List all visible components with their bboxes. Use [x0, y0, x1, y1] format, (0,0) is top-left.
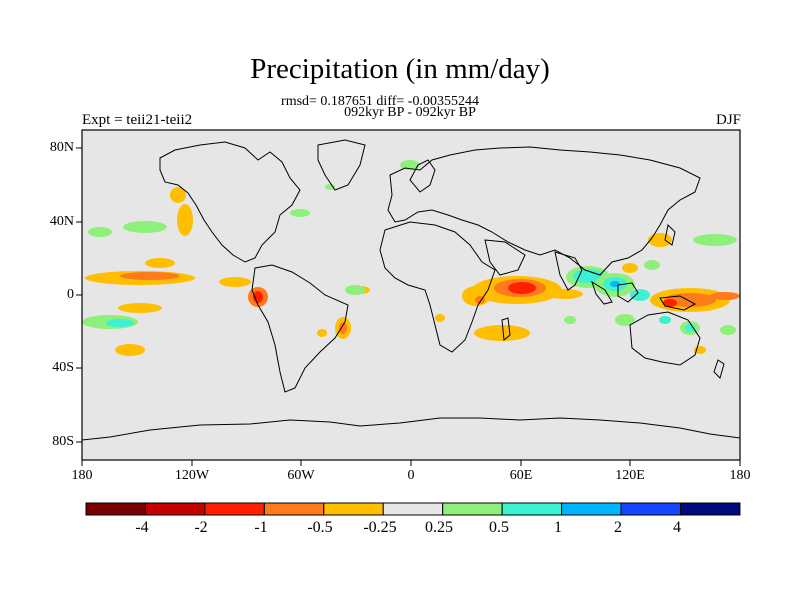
stats-subtitle: rmsd= 0.187651 diff= -0.00355244 [281, 94, 479, 109]
x-tick-label: 0 [407, 468, 415, 483]
y-tick-label: 40S [52, 360, 74, 375]
legend-boxes [85, 502, 741, 516]
anomaly-patch [88, 227, 112, 237]
legend-label: 1 [554, 519, 562, 536]
map-title: Precipitation (in mm/day) [250, 53, 550, 85]
coastline-africa [379, 221, 496, 353]
x-tick-label: 120E [615, 468, 645, 483]
anomaly-patch [219, 277, 251, 287]
coastline-india [554, 251, 583, 291]
anomaly-patch [615, 314, 635, 326]
y-tick-label: 0 [67, 287, 74, 302]
anomaly-patch [644, 260, 660, 270]
legend-color-box [561, 502, 622, 516]
y-tick-label: 80N [49, 140, 74, 155]
coastline-new-guinea [659, 295, 697, 311]
legend-color-box [263, 502, 325, 516]
coastline-new-zealand [713, 359, 725, 379]
anomaly-patch [564, 316, 576, 324]
x-tick-label: 120W [174, 468, 210, 483]
legend-label: 4 [673, 519, 681, 536]
legend-color-box [323, 502, 384, 516]
legend-color-box [680, 502, 741, 516]
anomaly-patch [145, 258, 175, 268]
anomaly-patch [663, 299, 677, 307]
y-tick-label: 40N [49, 214, 74, 229]
anomaly-patch [317, 329, 327, 337]
anomaly-patch [339, 322, 347, 334]
legend-color-box [620, 502, 681, 516]
period-subtitle: 092kyr BP - 092kyr BP [344, 105, 476, 120]
x-tick-label: 60W [287, 468, 315, 483]
anomaly-patch [693, 234, 737, 246]
legend-color-box [85, 502, 146, 516]
coastline-sumatra [591, 280, 613, 305]
y-tick-label: 80S [52, 434, 74, 449]
legend-color-box [442, 502, 503, 516]
legend-label: -1 [254, 519, 268, 536]
anomaly-patch [290, 209, 310, 217]
legend-label: 2 [614, 519, 622, 536]
legend-label: -4 [135, 519, 149, 536]
anomaly-patch [508, 282, 536, 294]
x-tick-label: 180 [729, 468, 751, 483]
anomaly-patch [106, 319, 134, 327]
legend-color-box [382, 502, 444, 516]
season-label: DJF [715, 112, 741, 128]
coastline-arabia [484, 239, 526, 276]
coastline-eurasia [387, 146, 701, 276]
coastline-greenland [317, 139, 366, 191]
legend-label: -0.25 [363, 519, 397, 536]
x-tick-label: 60E [509, 468, 533, 483]
anomaly-patch [177, 204, 193, 236]
anomaly-patch [345, 285, 365, 295]
anomaly-patch [170, 187, 186, 203]
experiment-label: Expt = teii21-teii2 [82, 112, 193, 128]
legend-color-box [204, 502, 265, 516]
legend-color-box [501, 502, 563, 516]
anomaly-patch [622, 263, 638, 273]
coastline-australia [629, 311, 701, 366]
anomaly-patch [123, 221, 167, 233]
axis-ticks [76, 147, 741, 466]
coastline-japan [664, 223, 676, 246]
legend-label: -2 [194, 519, 208, 536]
anomaly-patch [118, 303, 162, 313]
anomaly-patch [659, 316, 671, 324]
x-tick-label: 180 [71, 468, 93, 483]
anomaly-patch [474, 325, 530, 341]
anomaly-patch [547, 289, 583, 299]
anomaly-patch [120, 272, 180, 280]
coastline-borneo [617, 282, 639, 303]
anomaly-patch [435, 314, 445, 322]
coastlines [82, 139, 740, 441]
coastline-scandinavia [409, 159, 436, 193]
legend-label: 0.5 [489, 519, 509, 536]
coastline-madagascar [501, 317, 511, 341]
legend-label: 0.25 [425, 519, 453, 536]
coastline-antarctica [82, 417, 740, 441]
anomaly-patch [630, 289, 650, 301]
legend-label: -0.5 [307, 519, 333, 536]
legend-color-box [144, 502, 206, 516]
anomaly-patch [115, 344, 145, 356]
anomaly-patch [720, 325, 736, 335]
anomaly-patch [710, 292, 740, 300]
coastline-south-america [251, 264, 349, 393]
coastline-north-america [159, 141, 301, 263]
